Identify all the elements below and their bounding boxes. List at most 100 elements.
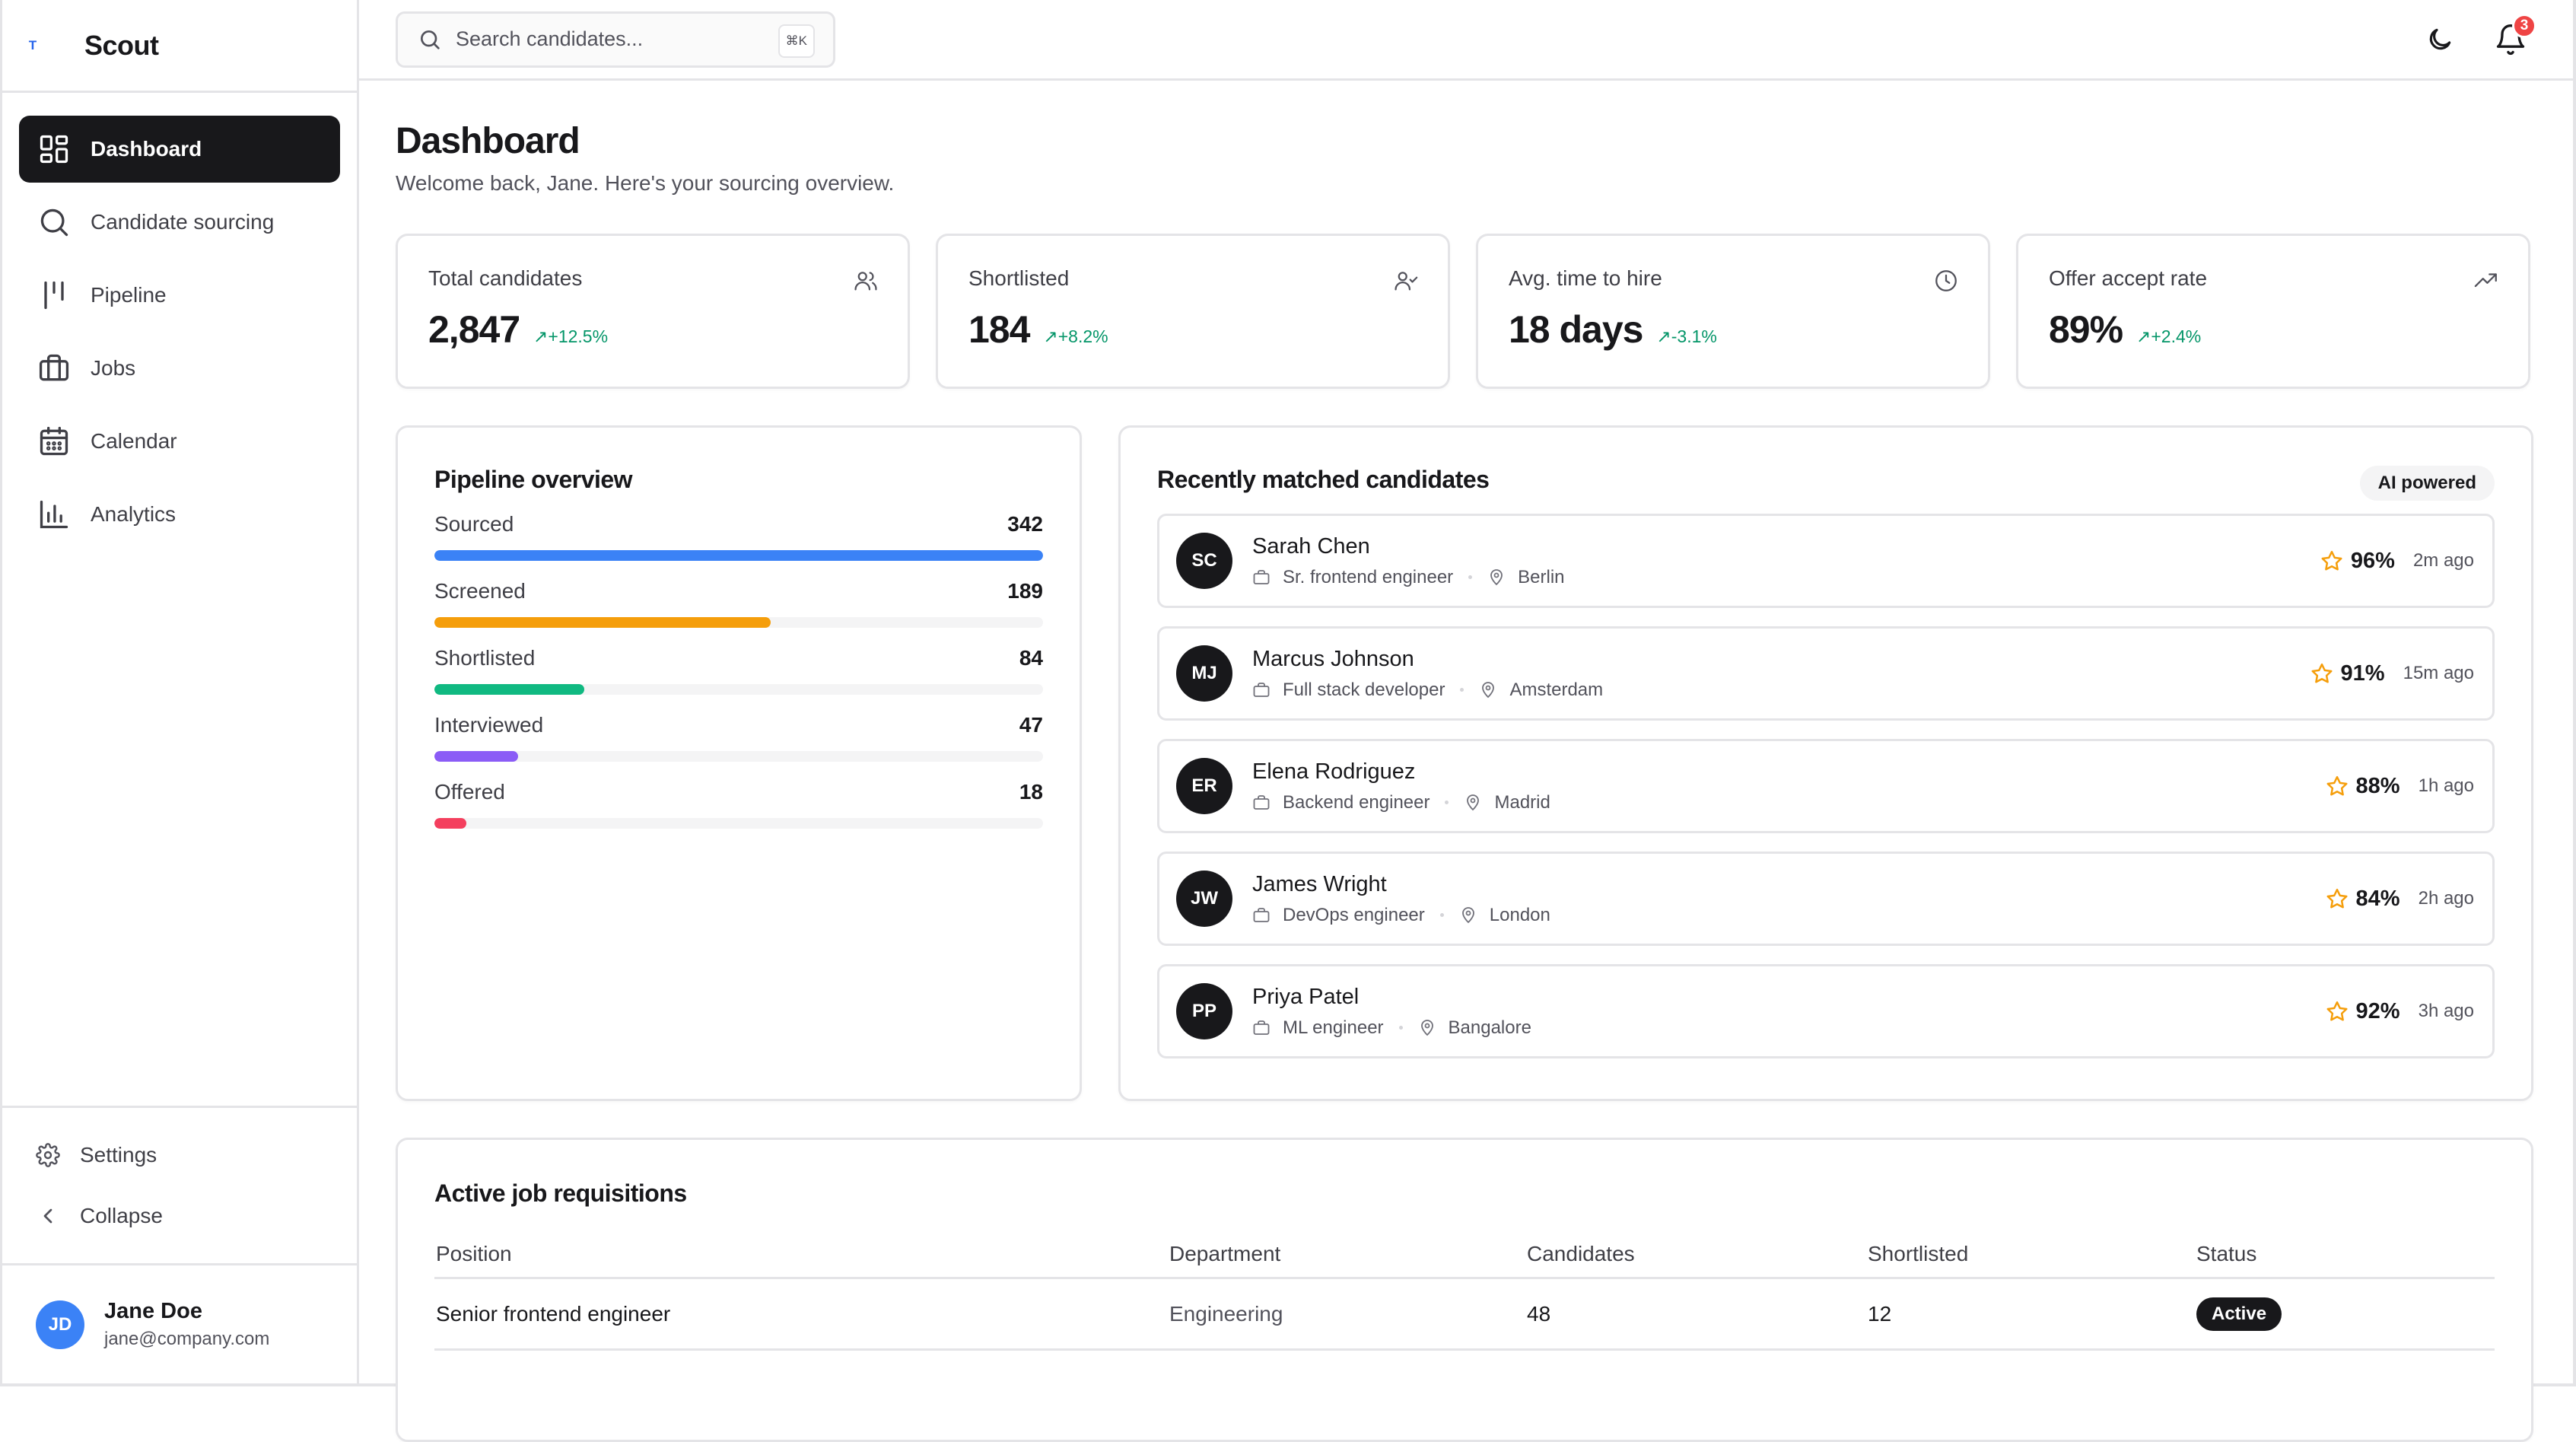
candidate-name: Sarah Chen bbox=[1252, 533, 1370, 559]
sidebar-item-jobs[interactable]: Jobs bbox=[19, 335, 340, 402]
settings-button[interactable]: Settings bbox=[19, 1125, 340, 1186]
main-area: Search candidates... ⌘K 3 Dashboard Welc… bbox=[359, 0, 2573, 1442]
sidebar-item-label: Dashboard bbox=[91, 137, 202, 161]
bell-icon bbox=[2496, 24, 2525, 55]
stage-count: 189 bbox=[1007, 579, 1043, 603]
dashboard-content: Dashboard Welcome back, Jane. Here's you… bbox=[359, 81, 2573, 1442]
briefcase-icon bbox=[1253, 682, 1270, 697]
stage-count: 18 bbox=[1019, 780, 1043, 804]
pipeline-stage-shortlisted[interactable]: Shortlisted 84 bbox=[434, 646, 1043, 695]
table-row[interactable]: Senior frontend engineer Engineering 48 … bbox=[434, 1279, 2495, 1351]
search-icon bbox=[421, 30, 440, 49]
stats-row: Total candidates 2,847 ↗+12.5% Shortlist… bbox=[396, 234, 2533, 389]
stage-bar-track bbox=[434, 550, 1043, 561]
page-title: Dashboard bbox=[396, 121, 580, 161]
candidate-role: ML engineer bbox=[1283, 1017, 1384, 1038]
column-header-candidates[interactable]: Candidates bbox=[1527, 1241, 1635, 1265]
candidate-row[interactable]: JW James Wright DevOps engineer London bbox=[1157, 852, 2495, 946]
sidebar-item-label: Candidate sourcing bbox=[91, 210, 275, 234]
candidate-row[interactable]: PP Priya Patel ML engineer Bangalore bbox=[1157, 964, 2495, 1058]
map-pin-icon bbox=[1490, 568, 1503, 585]
stage-bar-track bbox=[434, 684, 1043, 695]
sidebar-item-analytics[interactable]: Analytics bbox=[19, 481, 340, 548]
brand-logo-icon: T bbox=[28, 37, 37, 53]
match-score: 96% bbox=[2350, 548, 2395, 573]
gear-icon bbox=[36, 1143, 60, 1167]
stage-label: Screened bbox=[434, 579, 526, 603]
stage-bar-track bbox=[434, 751, 1043, 762]
candidate-role: Full stack developer bbox=[1283, 679, 1445, 700]
pipeline-stage-screened[interactable]: Screened 189 bbox=[434, 579, 1043, 628]
stage-bar-track bbox=[434, 818, 1043, 829]
column-header-status[interactable]: Status bbox=[2196, 1241, 2257, 1265]
briefcase-icon bbox=[1253, 794, 1270, 810]
briefcase-icon bbox=[1253, 1020, 1270, 1035]
meta-separator bbox=[1445, 801, 1449, 804]
stat-label: Offer accept rate bbox=[2049, 266, 2208, 290]
sidebar-item-label: Calendar bbox=[91, 429, 177, 453]
trending-up-icon bbox=[2474, 273, 2497, 288]
sidebar-item-label: Analytics bbox=[91, 502, 177, 526]
meta-separator bbox=[1460, 688, 1465, 692]
notifications-button[interactable]: 3 bbox=[2494, 13, 2536, 56]
candidate-row[interactable]: SC Sarah Chen Sr. frontend engineer Berl… bbox=[1157, 514, 2495, 608]
sidebar-item-calendar[interactable]: Calendar bbox=[19, 408, 340, 475]
stat-label: Avg. time to hire bbox=[1509, 266, 1662, 290]
stat-card-avg-time-to-hire[interactable]: Avg. time to hire 18 days ↗-3.1% bbox=[1476, 234, 1990, 389]
stat-card-total-candidates[interactable]: Total candidates 2,847 ↗+12.5% bbox=[396, 234, 910, 389]
job-requisitions-table: Position Department Candidates Shortlist… bbox=[434, 1230, 2495, 1351]
column-header-department[interactable]: Department bbox=[1169, 1241, 1281, 1265]
stage-bar-track bbox=[434, 617, 1043, 628]
candidate-list: SC Sarah Chen Sr. frontend engineer Berl… bbox=[1157, 514, 2495, 1058]
stage-count: 342 bbox=[1007, 512, 1043, 536]
star-icon bbox=[2311, 663, 2333, 683]
map-pin-icon bbox=[1467, 794, 1480, 810]
user-profile[interactable]: JD Jane Doe jane@company.com bbox=[2, 1263, 357, 1383]
pipeline-stages: Sourced 342 Screened 189 Shortlisted 84 bbox=[434, 512, 1043, 829]
pipeline-stage-sourced[interactable]: Sourced 342 bbox=[434, 512, 1043, 561]
meta-separator bbox=[1439, 913, 1444, 917]
overview-row: Pipeline overview Sourced 342 Screened 189… bbox=[396, 425, 2533, 1101]
candidate-location: Amsterdam bbox=[1509, 679, 1604, 700]
brand[interactable]: T Scout bbox=[2, 0, 357, 93]
stat-value: 18 days bbox=[1509, 308, 1643, 351]
user-name: Jane Doe bbox=[104, 1299, 202, 1323]
sidebar-item-candidate-sourcing[interactable]: Candidate sourcing bbox=[19, 189, 340, 256]
dashboard-icon bbox=[40, 135, 68, 164]
brand-name: Scout bbox=[84, 29, 159, 61]
pipeline-stage-interviewed[interactable]: Interviewed 47 bbox=[434, 713, 1043, 762]
stat-delta-value: +8.2% bbox=[1057, 326, 1108, 346]
pipeline-stage-offered[interactable]: Offered 18 bbox=[434, 780, 1043, 829]
candidate-location: Bangalore bbox=[1448, 1017, 1531, 1038]
stage-label: Interviewed bbox=[434, 713, 544, 737]
stat-card-shortlisted[interactable]: Shortlisted 184 ↗+8.2% bbox=[936, 234, 1450, 389]
stage-bar-fill bbox=[434, 751, 518, 762]
sidebar-nav: Dashboard Candidate sourcing Pipeline Jo… bbox=[2, 93, 357, 548]
star-icon bbox=[2321, 550, 2342, 571]
candidate-row[interactable]: ER Elena Rodriguez Backend engineer Madr… bbox=[1157, 739, 2495, 833]
column-header-shortlisted[interactable]: Shortlisted bbox=[1868, 1241, 1969, 1265]
user-check-icon bbox=[1395, 272, 1418, 291]
briefcase-icon bbox=[1253, 569, 1270, 584]
search-icon bbox=[40, 209, 68, 237]
stat-card-offer-accept-rate[interactable]: Offer accept rate 89% ↗+2.4% bbox=[2016, 234, 2530, 389]
moon-icon[interactable] bbox=[2425, 25, 2454, 54]
stage-bar-fill bbox=[434, 684, 584, 695]
stat-delta-value: -3.1% bbox=[1671, 326, 1717, 346]
column-header-position[interactable]: Position bbox=[436, 1241, 512, 1265]
search-input[interactable]: Search candidates... ⌘K bbox=[396, 11, 835, 68]
sidebar-item-dashboard[interactable]: Dashboard bbox=[19, 116, 340, 183]
sidebar-footer: Settings Collapse JD Jane Doe jane@compa… bbox=[2, 1106, 357, 1383]
collapse-button[interactable]: Collapse bbox=[19, 1186, 340, 1246]
sidebar-item-pipeline[interactable]: Pipeline bbox=[19, 262, 340, 329]
match-time: 3h ago bbox=[2418, 1001, 2474, 1021]
users-icon bbox=[854, 272, 877, 291]
candidate-row[interactable]: MJ Marcus Johnson Full stack developer A… bbox=[1157, 626, 2495, 721]
stage-bar-fill bbox=[434, 550, 1043, 561]
candidate-role: Backend engineer bbox=[1283, 791, 1430, 813]
stat-label: Shortlisted bbox=[968, 266, 1070, 290]
stat-delta-value: +12.5% bbox=[548, 326, 609, 346]
match-score: 84% bbox=[2355, 886, 2400, 911]
job-department: Engineering bbox=[1169, 1301, 1283, 1326]
